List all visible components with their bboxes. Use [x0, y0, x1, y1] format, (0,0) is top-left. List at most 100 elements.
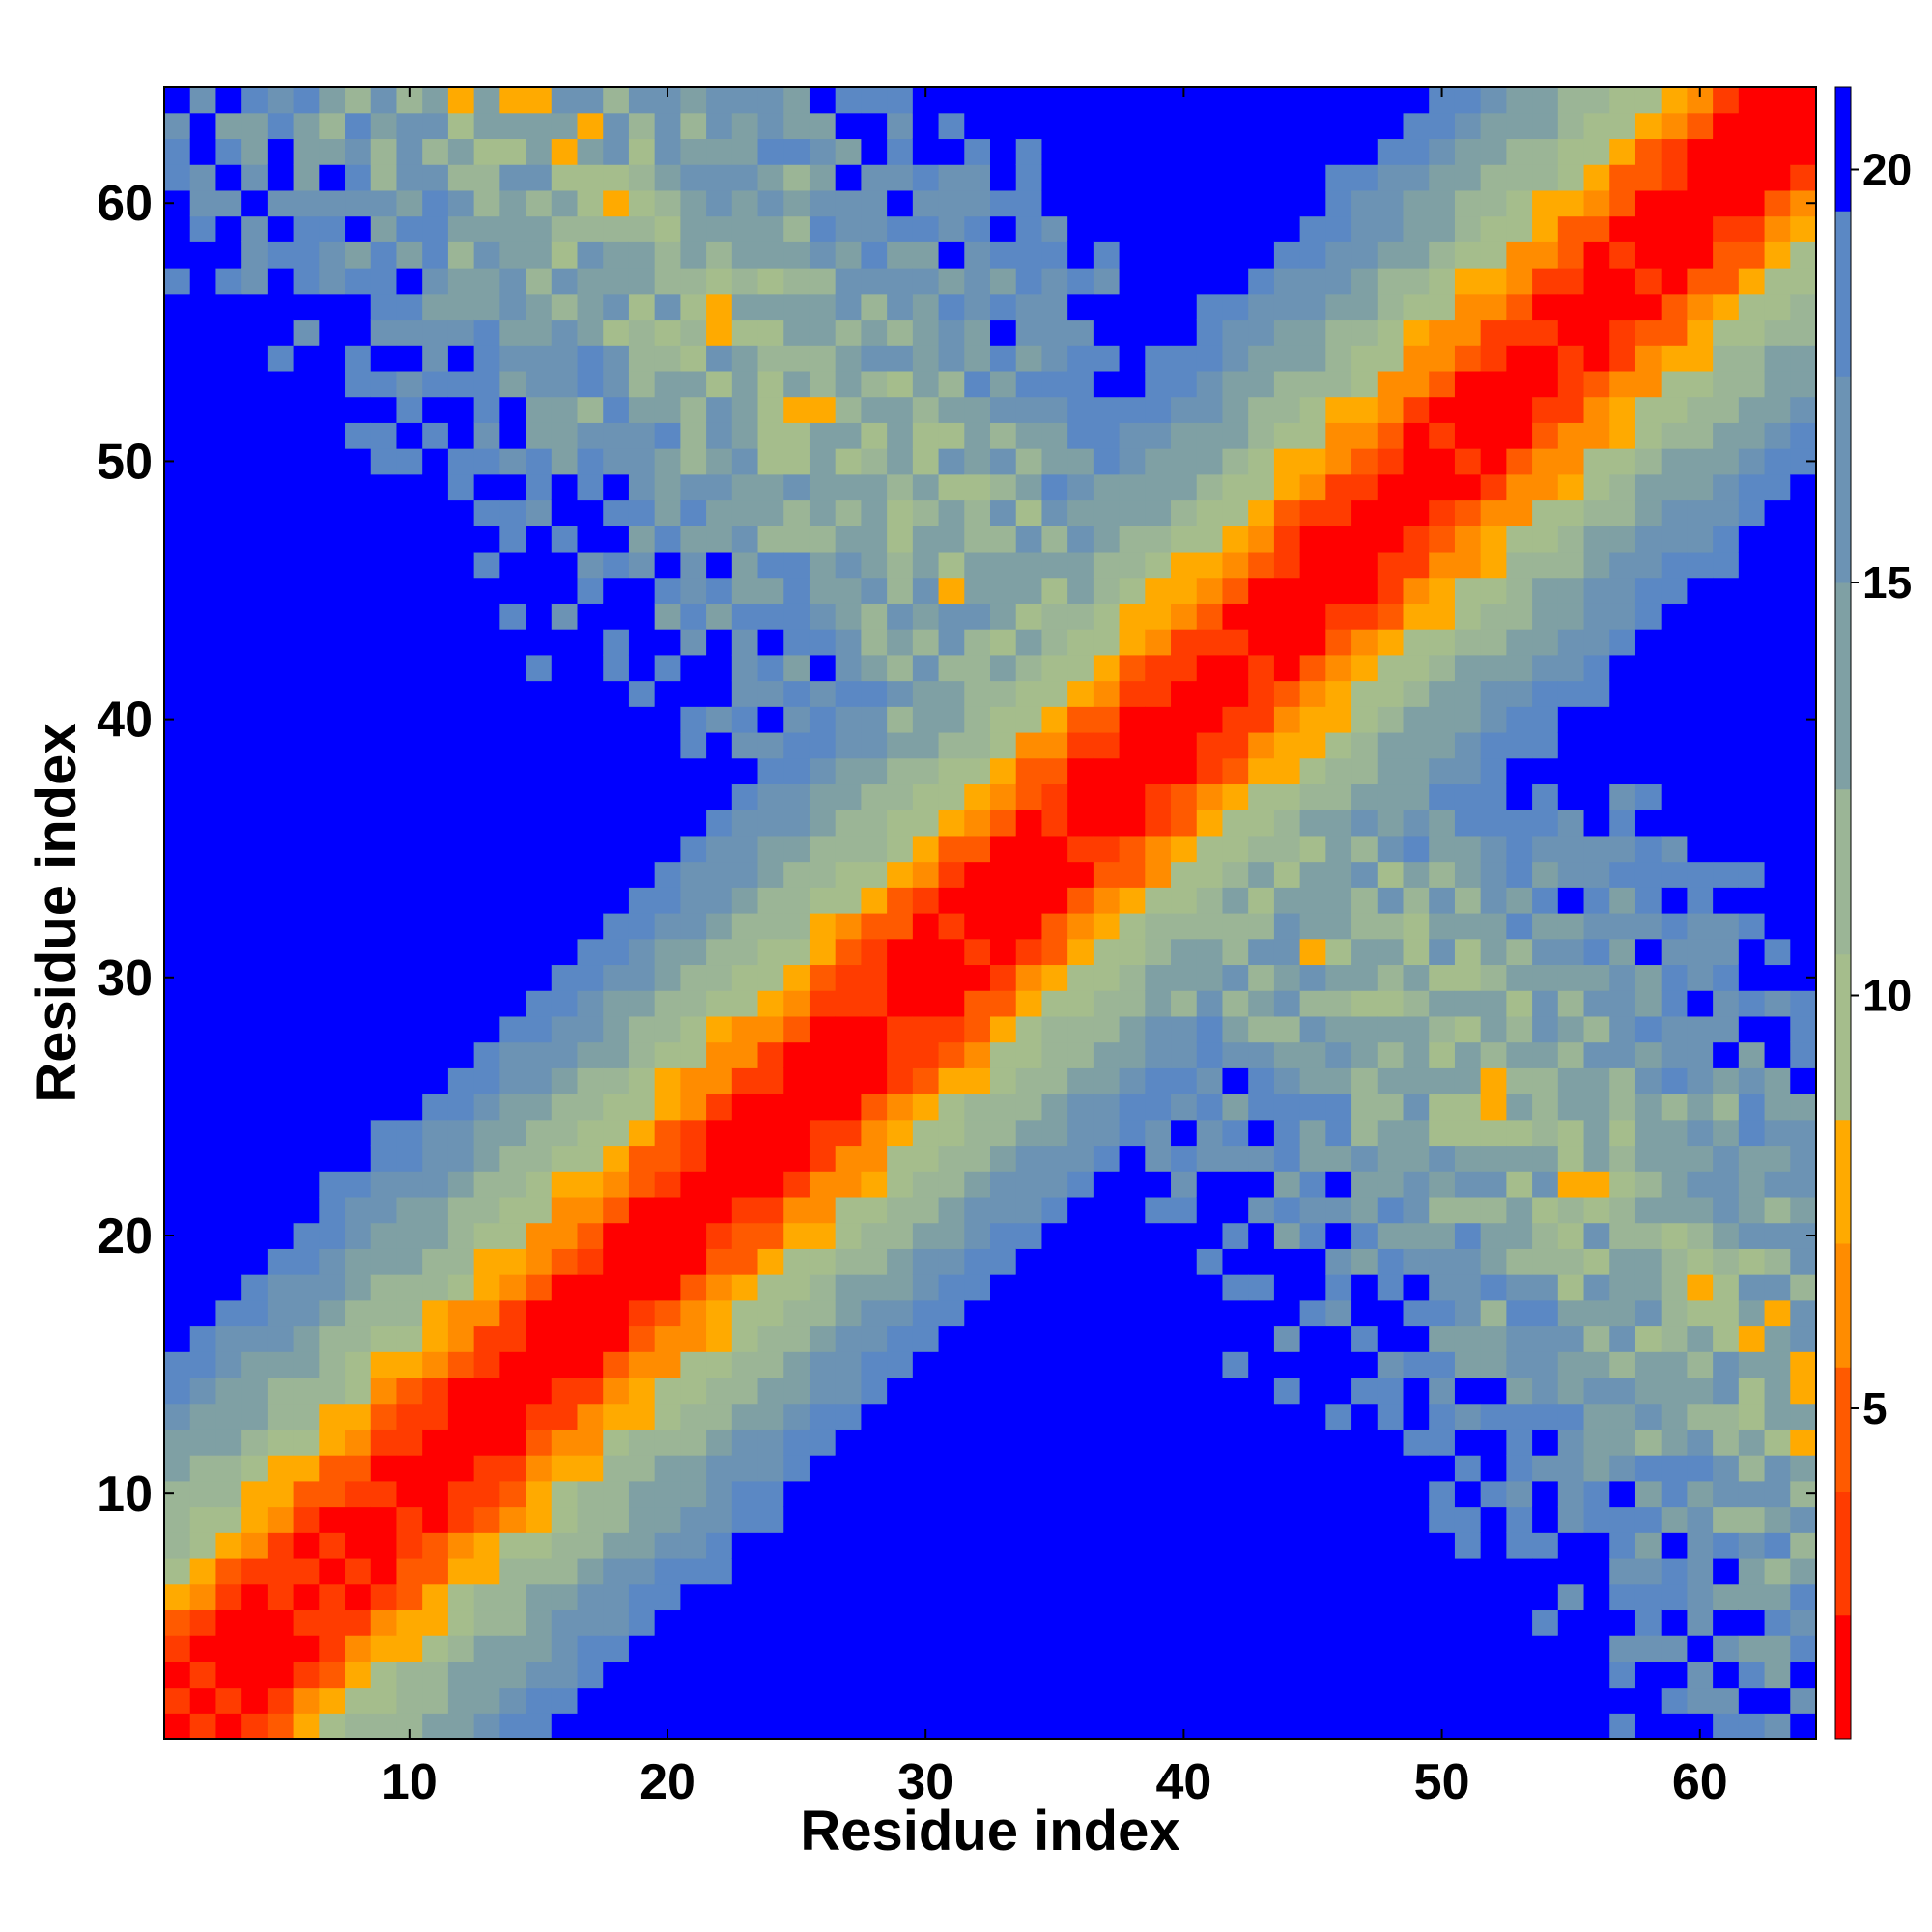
- heatmap-cell: [1609, 138, 1636, 165]
- heatmap-cell: [1790, 887, 1817, 914]
- heatmap-cell: [1171, 499, 1198, 526]
- heatmap-cell: [1299, 1222, 1326, 1249]
- heatmap-cell: [164, 731, 191, 759]
- heatmap-cell: [1093, 499, 1121, 526]
- heatmap-cell: [1687, 913, 1714, 940]
- heatmap-cell: [706, 526, 733, 553]
- heatmap-cell: [1273, 1119, 1301, 1147]
- heatmap-cell: [1583, 1480, 1610, 1508]
- heatmap-cell: [242, 1455, 269, 1482]
- heatmap-cell: [1273, 499, 1301, 526]
- heatmap-cell: [215, 577, 242, 604]
- heatmap-cell: [1351, 1248, 1378, 1275]
- heatmap-cell: [1480, 1455, 1507, 1482]
- heatmap-cell: [912, 938, 940, 966]
- heatmap-cell: [473, 1455, 500, 1482]
- heatmap-cell: [1299, 706, 1326, 733]
- heatmap-cell: [1248, 1635, 1275, 1662]
- heatmap-cell: [422, 1661, 449, 1689]
- heatmap-cell: [757, 603, 784, 630]
- heatmap-cell: [422, 1609, 449, 1636]
- heatmap-cell: [783, 1274, 810, 1301]
- heatmap-cell: [1377, 1583, 1405, 1611]
- heatmap-cell: [293, 87, 320, 114]
- heatmap-cell: [422, 138, 449, 165]
- heatmap-cell: [1171, 938, 1198, 966]
- heatmap-cell: [809, 731, 837, 759]
- heatmap-cell: [1041, 293, 1068, 321]
- heatmap-cell: [1480, 938, 1507, 966]
- heatmap-cell: [1222, 1506, 1249, 1533]
- heatmap-cell: [551, 138, 579, 165]
- heatmap-cell: [1403, 164, 1430, 191]
- heatmap-cell: [1145, 938, 1172, 966]
- heatmap-cell: [757, 87, 784, 114]
- heatmap-cell: [1713, 861, 1740, 888]
- heatmap-cell: [1583, 293, 1610, 321]
- heatmap-cell: [577, 1299, 604, 1327]
- heatmap-cell: [1557, 1274, 1585, 1301]
- heatmap-cell: [551, 370, 579, 398]
- heatmap-cell: [964, 577, 991, 604]
- heatmap-cell: [422, 757, 449, 785]
- colorbar-segment: [1835, 582, 1851, 790]
- heatmap-cell: [1041, 835, 1068, 863]
- heatmap-cell: [1713, 810, 1740, 837]
- heatmap-cell: [242, 757, 269, 785]
- heatmap-cell: [189, 1609, 217, 1636]
- heatmap-cell: [783, 1583, 810, 1611]
- heatmap-cell: [912, 1274, 940, 1301]
- heatmap-cell: [731, 654, 759, 682]
- heatmap-cell: [1222, 1583, 1249, 1611]
- heatmap-cell: [1738, 654, 1766, 682]
- heatmap-cell: [164, 1377, 191, 1405]
- heatmap-cell: [267, 1635, 295, 1662]
- heatmap-cell: [577, 680, 604, 707]
- heatmap-cell: [1609, 87, 1636, 114]
- heatmap-cell: [1015, 396, 1043, 423]
- heatmap-cell: [293, 215, 320, 242]
- heatmap-cell: [1532, 499, 1559, 526]
- heatmap-cell: [1713, 1119, 1740, 1147]
- heatmap-cell: [1171, 1506, 1198, 1533]
- heatmap-cell: [1506, 345, 1533, 372]
- heatmap-cell: [1067, 473, 1094, 501]
- heatmap-cell: [628, 1119, 656, 1147]
- heatmap-cell: [1248, 1583, 1275, 1611]
- heatmap-cell: [1093, 215, 1121, 242]
- heatmap-cell: [1609, 1067, 1636, 1094]
- heatmap-cell: [680, 1094, 707, 1121]
- heatmap-cell: [1661, 551, 1689, 579]
- heatmap-cell: [293, 783, 320, 810]
- heatmap-cell: [370, 1196, 398, 1224]
- heatmap-cell: [1532, 706, 1559, 733]
- heatmap-cell: [1609, 1274, 1636, 1301]
- heatmap-cell: [1687, 422, 1714, 449]
- heatmap-cell: [1713, 1687, 1740, 1714]
- heatmap-cell: [1480, 990, 1507, 1017]
- heatmap-cell: [1299, 319, 1326, 346]
- heatmap-cell: [1248, 319, 1275, 346]
- heatmap-cell: [577, 138, 604, 165]
- heatmap-cell: [293, 499, 320, 526]
- heatmap-cell: [319, 1687, 346, 1714]
- heatmap-cell: [1557, 1713, 1585, 1740]
- heatmap-cell: [1429, 1532, 1456, 1559]
- heatmap-cell: [990, 913, 1017, 940]
- heatmap-cell: [319, 629, 346, 656]
- heatmap-cell: [370, 448, 398, 475]
- heatmap-cell: [1713, 1429, 1740, 1456]
- heatmap-cell: [1738, 1325, 1766, 1352]
- heatmap-cell: [1790, 242, 1817, 269]
- heatmap-cell: [1093, 835, 1121, 863]
- heatmap-cell: [964, 87, 991, 114]
- heatmap-cell: [1015, 629, 1043, 656]
- heatmap-cell: [964, 242, 991, 269]
- heatmap-cell: [1738, 1506, 1766, 1533]
- heatmap-cell: [551, 319, 579, 346]
- heatmap-cell: [1454, 654, 1482, 682]
- heatmap-cell: [1609, 268, 1636, 295]
- heatmap-cell: [1480, 448, 1507, 475]
- heatmap-cell: [189, 1687, 217, 1714]
- heatmap-cell: [1764, 887, 1791, 914]
